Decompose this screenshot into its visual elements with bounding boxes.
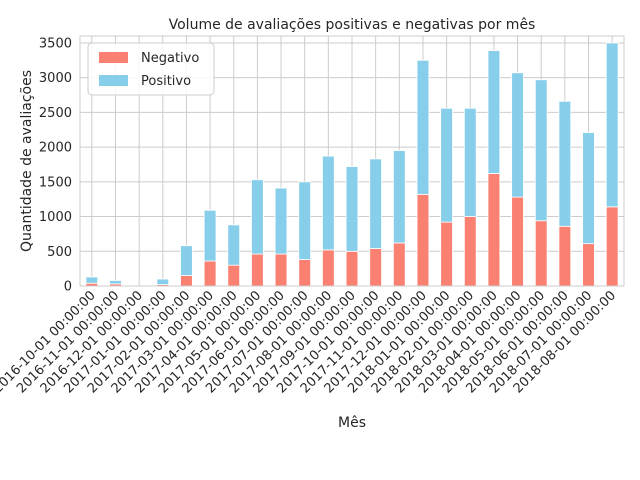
legend: Negativo Positivo xyxy=(87,42,215,96)
plot-frame xyxy=(79,35,625,287)
bar-positivo-5 xyxy=(203,209,217,262)
bar-negativo-22 xyxy=(605,206,619,287)
bar-positivo-16 xyxy=(463,107,477,217)
bar-negativo-17 xyxy=(487,173,501,287)
bar-positivo-18 xyxy=(511,72,524,198)
y-tick-label: 500 xyxy=(47,245,72,260)
bar-negativo-14 xyxy=(416,193,430,287)
bar-negativo-15 xyxy=(440,221,453,287)
bar-positivo-17 xyxy=(487,50,501,174)
bar-negativo-4 xyxy=(180,275,193,287)
bar-negativo-16 xyxy=(463,216,477,287)
bar-positivo-7 xyxy=(251,179,264,255)
bar-positivo-14 xyxy=(416,59,430,195)
bar-positivo-10 xyxy=(322,155,335,251)
bar-negativo-10 xyxy=(322,249,335,287)
bar-positivo-3 xyxy=(156,278,170,286)
bar-negativo-8 xyxy=(274,253,288,287)
y-tick-label: 2500 xyxy=(39,106,72,121)
bar-negativo-11 xyxy=(345,250,359,287)
bar-negativo-18 xyxy=(511,196,524,287)
bars xyxy=(85,42,619,287)
y-tick-label: 0 xyxy=(64,280,72,295)
x-axis-label: Mês xyxy=(338,415,366,431)
y-tick-label: 3000 xyxy=(39,71,72,86)
bar-positivo-1 xyxy=(109,280,122,285)
bar-positivo-6 xyxy=(227,224,241,266)
legend-label-positivo: Positivo xyxy=(141,74,191,89)
y-tick-label: 2000 xyxy=(39,141,72,156)
y-tick-label: 1500 xyxy=(39,175,72,190)
bar-negativo-21 xyxy=(582,243,595,287)
bar-positivo-4 xyxy=(180,245,193,276)
bar-positivo-22 xyxy=(605,42,619,208)
bar-negativo-12 xyxy=(369,248,382,287)
bar-negativo-19 xyxy=(534,220,548,287)
bar-negativo-6 xyxy=(227,264,241,287)
y-tick-labels: 0 500 1000 1500 2000 2500 3000 3500 xyxy=(39,36,72,294)
bar-positivo-9 xyxy=(298,181,312,261)
bar-positivo-19 xyxy=(534,79,548,222)
legend-swatch-negativo xyxy=(99,52,128,63)
y-axis-label: Quantidade de avaliações xyxy=(19,70,35,252)
bar-negativo-20 xyxy=(558,225,572,287)
bar-negativo-13 xyxy=(392,242,406,287)
legend-label-negativo: Negativo xyxy=(141,51,199,66)
y-tick-label: 1000 xyxy=(39,210,72,225)
bar-positivo-13 xyxy=(392,150,406,244)
bar-negativo-7 xyxy=(251,253,264,287)
bar-positivo-11 xyxy=(345,166,359,252)
bar-positivo-20 xyxy=(558,100,572,227)
bar-positivo-0 xyxy=(85,276,99,284)
bar-positivo-21 xyxy=(582,132,595,245)
chart-title: Volume de avaliações positivas e negativ… xyxy=(169,17,536,33)
legend-swatch-positivo xyxy=(99,75,128,86)
bar-positivo-8 xyxy=(274,187,288,255)
bar-positivo-12 xyxy=(369,158,382,249)
y-tick-label: 3500 xyxy=(39,36,72,51)
bar-positivo-15 xyxy=(440,107,453,223)
bar-negativo-9 xyxy=(298,259,312,287)
bar-negativo-5 xyxy=(203,260,217,287)
